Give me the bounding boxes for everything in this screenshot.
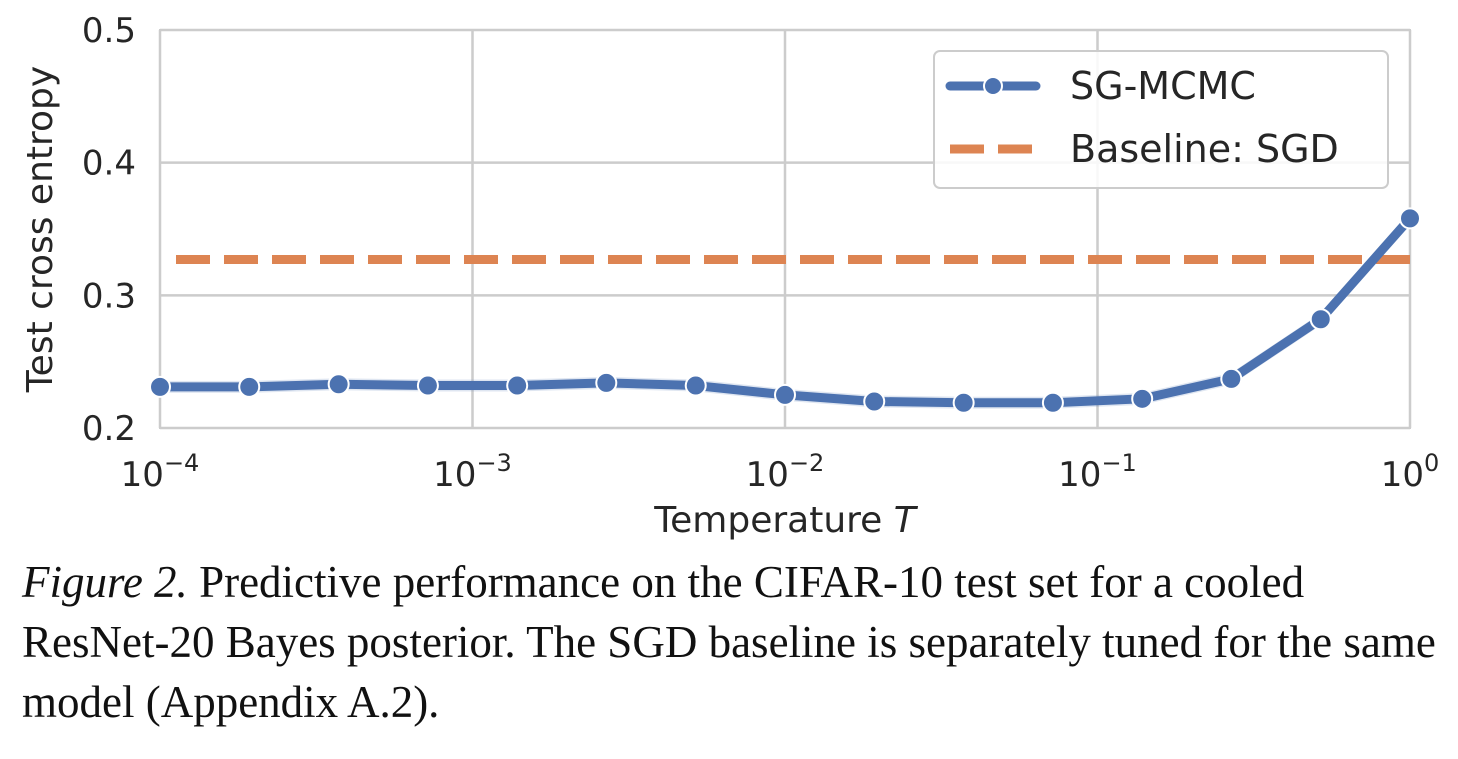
sgmcmc-point	[684, 374, 707, 397]
x-tick-label: 100	[1381, 449, 1440, 495]
y-tick-label: 0.3	[82, 276, 136, 316]
sgmcmc-point	[863, 390, 886, 413]
figure-label: Figure 2.	[22, 557, 188, 607]
x-tick-exponent: −4	[164, 449, 199, 477]
x-tick-label: 10−3	[433, 449, 512, 495]
x-tick-base: 10	[433, 455, 476, 495]
sgmcmc-point	[1131, 387, 1154, 410]
legend-sgmcmc-marker	[983, 76, 1003, 96]
caption-text: Predictive performance on the CIFAR-10 t…	[22, 557, 1436, 727]
legend-sgmcmc-label: SG-MCMC	[1070, 64, 1256, 108]
sgmcmc-point	[1041, 391, 1064, 414]
x-tick-base: 10	[746, 455, 789, 495]
sgmcmc-point	[238, 375, 261, 398]
sgmcmc-point	[1220, 367, 1243, 390]
legend-box	[933, 50, 1389, 189]
x-tick-base: 10	[121, 455, 164, 495]
x-tick-exponent: −2	[789, 449, 824, 477]
x-axis-label-text: Temperature	[653, 500, 882, 541]
sgmcmc-point	[595, 371, 618, 394]
y-tick-label: 0.5	[82, 11, 136, 51]
legend: SG-MCMC Baseline: SGD	[933, 50, 1389, 189]
figure-caption: Figure 2. Predictive performance on the …	[22, 552, 1447, 732]
x-axis-label: Temperature T	[653, 500, 919, 541]
x-tick-label: 10−2	[746, 449, 825, 495]
y-tick-label: 0.2	[82, 409, 136, 449]
x-tick-exponent: −3	[476, 449, 511, 477]
y-axis-label: Test cross entropy	[20, 66, 61, 393]
sgmcmc-point	[1309, 308, 1332, 331]
x-tick-exponent: 0	[1424, 449, 1439, 477]
series-layer	[149, 207, 1421, 414]
x-tick-base: 10	[1058, 455, 1101, 495]
y-tick-label: 0.4	[82, 144, 136, 184]
x-axis-label-variable: T	[894, 500, 919, 541]
sgmcmc-point	[952, 391, 975, 414]
x-tick-exponent: −1	[1101, 449, 1136, 477]
sgmcmc-point	[327, 373, 350, 396]
x-tick-label: 10−1	[1058, 449, 1137, 495]
x-tick-label: 10−4	[121, 449, 200, 495]
x-tick-base: 10	[1381, 455, 1424, 495]
sgmcmc-point	[149, 375, 171, 398]
sgmcmc-point	[506, 374, 529, 397]
legend-sgd-label: Baseline: SGD	[1070, 127, 1339, 171]
sgmcmc-point	[416, 374, 439, 397]
sgmcmc-point	[1399, 207, 1421, 230]
sgmcmc-point	[774, 383, 796, 406]
